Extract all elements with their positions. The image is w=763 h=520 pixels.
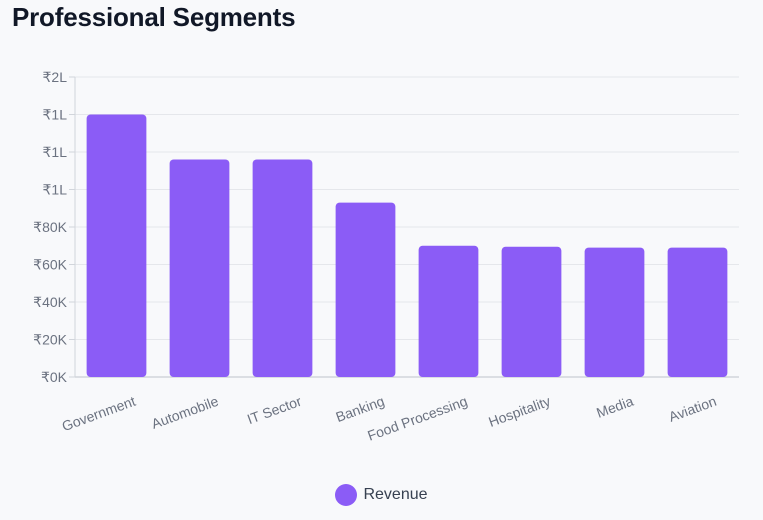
y-tick-label: ₹80K: [33, 219, 67, 235]
x-tick-label: Automobile: [149, 393, 220, 432]
bar-automobile[interactable]: [169, 159, 230, 378]
y-tick-label: ₹2L: [43, 69, 68, 85]
y-axis-ticks: ₹0K ₹20K ₹40K ₹60K ₹80K ₹1L ₹1L ₹1L ₹2L: [33, 69, 76, 385]
x-tick-label: Hospitality: [486, 393, 552, 430]
x-tick-label: IT Sector: [245, 393, 304, 427]
legend-label-revenue: Revenue: [363, 486, 428, 503]
bar-banking[interactable]: [335, 202, 396, 377]
chart-title: Professional Segments: [12, 2, 296, 32]
y-tick-label: ₹1L: [43, 107, 68, 123]
x-tick-label: Banking: [334, 393, 387, 425]
bar-aviation[interactable]: [667, 247, 728, 377]
y-tick-label: ₹1L: [43, 182, 68, 198]
legend-swatch-revenue: [335, 484, 358, 506]
bar-it-sector[interactable]: [252, 159, 313, 378]
y-tick-label: ₹1L: [43, 144, 68, 160]
bar-media[interactable]: [584, 247, 645, 377]
y-tick-label: ₹20K: [33, 332, 67, 348]
y-tick-label: ₹40K: [33, 294, 67, 310]
x-axis-labels: Government Automobile IT Sector BankingFood…: [60, 393, 719, 444]
y-tick-label: ₹0K: [41, 369, 68, 385]
bar-food-processing[interactable]: [418, 245, 479, 377]
x-tick-label: Media: [594, 393, 636, 421]
y-tick-label: ₹60K: [33, 257, 67, 273]
x-tick-label: Government: [60, 393, 138, 434]
bar-chart: ₹0K ₹20K ₹40K ₹60K ₹80K ₹1L ₹1L ₹1L ₹2L Governme…: [33, 69, 739, 444]
bar-government[interactable]: [86, 114, 147, 378]
legend[interactable]: Revenue: [0, 484, 763, 506]
bars: [86, 114, 728, 378]
x-tick-label: Aviation: [666, 393, 718, 425]
bar-hospitality[interactable]: [501, 246, 562, 377]
